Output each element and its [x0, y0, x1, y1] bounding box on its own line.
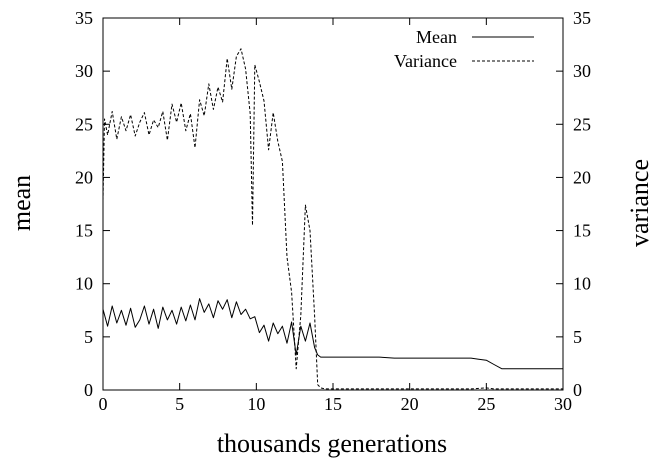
x-tick-label: 5: [175, 394, 184, 414]
x-tick-label: 30: [554, 394, 572, 414]
y2-tick-label: 10: [573, 274, 591, 294]
y-tick-label: 5: [84, 327, 93, 347]
y-tick-label: 20: [75, 167, 93, 187]
x-tick-label: 20: [401, 394, 419, 414]
plot-frame: [102, 17, 564, 391]
plot-border: [102, 17, 564, 391]
legend-label-variance: Variance: [394, 51, 457, 71]
legend: Mean Variance: [394, 27, 534, 71]
y2-tick-label: 15: [573, 221, 591, 241]
x-tick-label: 10: [247, 394, 265, 414]
y2-tick-label: 25: [573, 114, 591, 134]
y-tick-label: 30: [75, 61, 93, 81]
x-tick-label: 25: [477, 394, 495, 414]
y2-axis-title: variance: [625, 159, 653, 247]
legend-label-mean: Mean: [416, 27, 457, 47]
series-line-variance: [102, 48, 563, 390]
y2-tick-label: 30: [573, 61, 591, 81]
y2-tick-label: 0: [573, 380, 582, 400]
series-layer: [102, 48, 563, 390]
y-axis-title: mean: [7, 175, 36, 231]
x-axis-title: thousands generations: [217, 429, 447, 458]
x-tick-label: 0: [99, 394, 108, 414]
y2-tick-label: 20: [573, 167, 591, 187]
series-line-mean: [102, 298, 563, 370]
x-tick-label: 15: [324, 394, 342, 414]
y2-tick-label: 5: [573, 327, 582, 347]
y-tick-label: 0: [84, 380, 93, 400]
y-tick-label: 15: [75, 221, 93, 241]
y2-tick-label: 35: [573, 8, 591, 28]
y-tick-label: 35: [75, 8, 93, 28]
y-tick-label: 10: [75, 274, 93, 294]
y-tick-label: 25: [75, 114, 93, 134]
